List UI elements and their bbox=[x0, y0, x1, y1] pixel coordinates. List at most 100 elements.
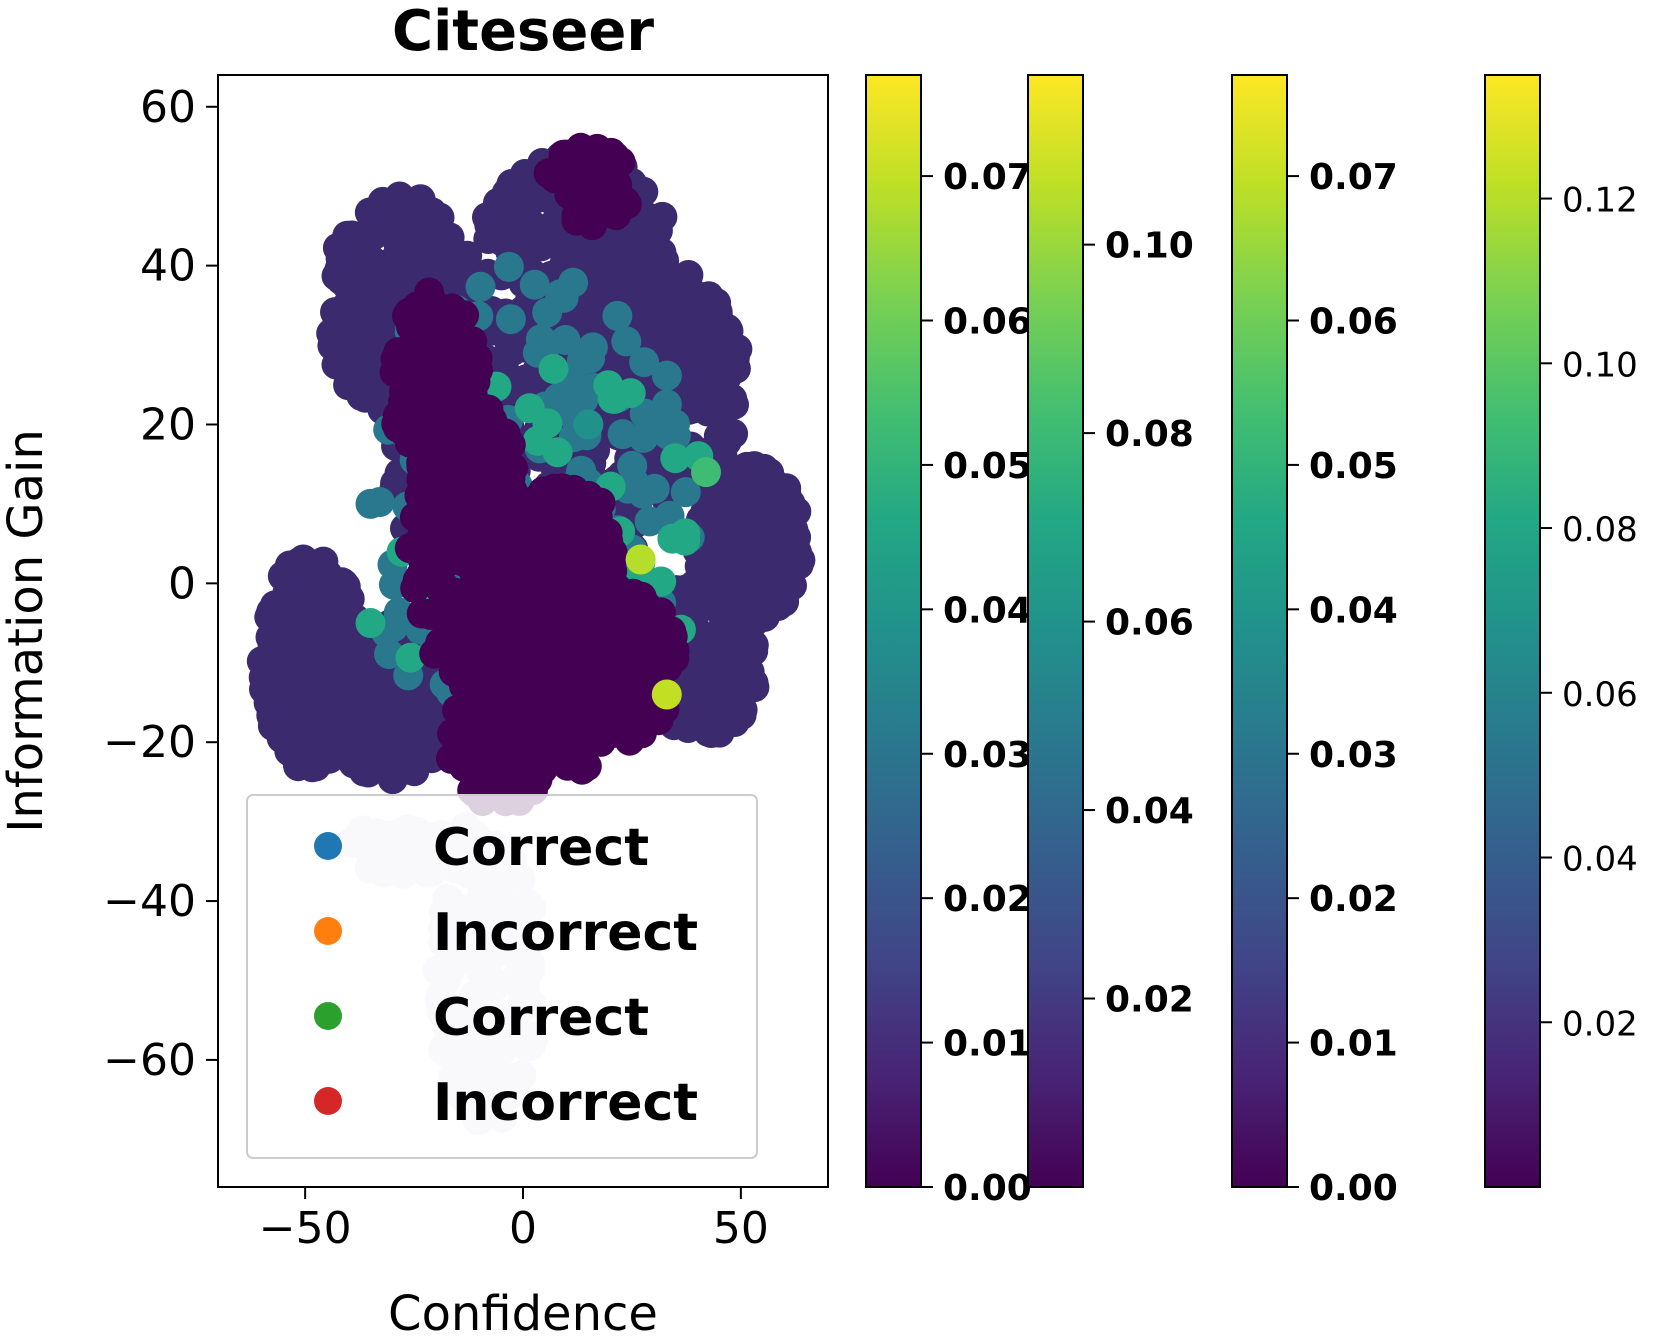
data-point bbox=[448, 391, 479, 422]
x-axis: −50 0 50 bbox=[259, 1187, 769, 1254]
data-point bbox=[261, 606, 292, 637]
data-point bbox=[488, 442, 518, 473]
colorbar-tick-label: 0.07 bbox=[1309, 157, 1398, 198]
data-point bbox=[377, 764, 408, 795]
data-point bbox=[251, 652, 281, 683]
data-point bbox=[530, 545, 561, 576]
data-point bbox=[573, 480, 604, 511]
y-axis: 60 40 20 0 −20 −40 −60 bbox=[103, 82, 218, 1086]
y-tick-label: 0 bbox=[168, 558, 196, 609]
colorbar-4: 0.02 0.04 0.06 0.08 0.10 0.12 bbox=[1484, 74, 1638, 1188]
data-point bbox=[528, 576, 559, 606]
legend-marker bbox=[314, 1002, 342, 1030]
data-point bbox=[351, 732, 382, 763]
data-point bbox=[563, 174, 594, 205]
data-point bbox=[472, 202, 502, 233]
legend-label: Incorrect bbox=[433, 1073, 698, 1133]
highlight-point bbox=[573, 409, 604, 440]
data-point bbox=[548, 282, 579, 313]
data-point bbox=[725, 492, 756, 523]
data-point bbox=[370, 712, 400, 743]
data-point bbox=[493, 251, 524, 282]
data-point bbox=[583, 516, 614, 547]
data-point bbox=[512, 218, 543, 249]
colorbar-tick-label: 0.01 bbox=[1309, 1024, 1398, 1065]
colorbar-tick-label: 0.06 bbox=[943, 302, 1032, 343]
data-point bbox=[284, 547, 315, 578]
data-point bbox=[625, 301, 656, 332]
x-tick-label: 50 bbox=[713, 1203, 769, 1254]
data-point bbox=[600, 581, 631, 612]
data-point bbox=[553, 576, 584, 607]
data-point bbox=[423, 435, 454, 466]
legend-label: Correct bbox=[433, 988, 649, 1048]
legend: Correct Incorrect Correct Incorrect bbox=[246, 794, 758, 1159]
legend-marker bbox=[314, 917, 342, 945]
data-point bbox=[287, 698, 318, 729]
colorbar-tick-label: 0.04 bbox=[1309, 590, 1398, 631]
data-point bbox=[615, 378, 646, 409]
colorbars: 0.00 0.01 0.02 0.03 0.04 0.05 0.06 0.07 0.02 0.04… bbox=[865, 74, 1638, 1209]
data-point bbox=[490, 497, 521, 528]
data-point bbox=[670, 477, 701, 508]
colorbar-tick-label: 0.02 bbox=[1562, 1004, 1638, 1044]
data-point bbox=[637, 203, 668, 234]
data-point bbox=[708, 527, 739, 558]
colorbar-tick-label: 0.08 bbox=[1105, 414, 1194, 455]
colorbar-tick-label: 0.03 bbox=[943, 735, 1032, 776]
y-tick-label: −40 bbox=[103, 876, 196, 927]
data-point bbox=[258, 686, 289, 717]
data-point bbox=[712, 361, 742, 392]
colorbar-tick-label: 0.10 bbox=[1105, 226, 1194, 267]
data-point bbox=[716, 386, 747, 417]
colorbar-gradient bbox=[1231, 74, 1288, 1188]
data-point bbox=[607, 419, 638, 450]
x-tick-label: 0 bbox=[509, 1203, 537, 1254]
data-point bbox=[755, 590, 786, 621]
data-point bbox=[362, 199, 392, 229]
data-point bbox=[693, 716, 724, 747]
data-point bbox=[660, 443, 691, 474]
chart-title: Citeseer bbox=[392, 0, 654, 64]
data-point bbox=[400, 573, 431, 604]
data-point bbox=[452, 240, 483, 271]
data-point bbox=[407, 225, 438, 256]
data-point bbox=[629, 347, 660, 378]
data-point bbox=[670, 518, 701, 549]
colorbar-tick-label: 0.02 bbox=[1105, 980, 1194, 1021]
data-point bbox=[468, 726, 499, 757]
x-tick-label: −50 bbox=[259, 1203, 352, 1254]
colorbar-tick-label: 0.04 bbox=[1105, 791, 1194, 832]
data-point bbox=[518, 688, 549, 718]
highlight-point bbox=[355, 488, 386, 519]
data-point bbox=[641, 404, 672, 434]
data-point bbox=[582, 627, 613, 658]
data-point bbox=[602, 300, 633, 331]
data-point bbox=[684, 369, 715, 400]
data-point bbox=[542, 437, 573, 468]
colorbar-tick-label: 0.05 bbox=[1309, 446, 1398, 487]
colorbar-tick-label: 0.08 bbox=[1562, 510, 1638, 550]
legend-label: Incorrect bbox=[433, 903, 698, 963]
y-tick-label: 20 bbox=[140, 399, 196, 450]
data-point bbox=[767, 498, 798, 528]
data-point bbox=[409, 301, 440, 332]
colorbar-3: 0.00 0.01 0.02 0.03 0.04 0.05 0.06 0.07 bbox=[1231, 74, 1398, 1209]
colorbar-tick-label: 0.00 bbox=[943, 1168, 1032, 1209]
colorbar-tick-label: 0.01 bbox=[943, 1024, 1032, 1065]
colorbar-tick-label: 0.07 bbox=[943, 157, 1032, 198]
data-point bbox=[346, 222, 377, 253]
colorbar-tick-label: 0.12 bbox=[1562, 181, 1638, 221]
highlight-point bbox=[691, 457, 721, 488]
colorbar-tick-label: 0.10 bbox=[1562, 345, 1638, 385]
data-point bbox=[699, 683, 730, 714]
data-point bbox=[779, 525, 810, 556]
y-tick-label: −20 bbox=[103, 717, 196, 768]
data-point bbox=[321, 662, 352, 693]
colorbar-gradient bbox=[1484, 74, 1541, 1188]
data-point bbox=[320, 589, 350, 620]
y-axis-label: Information Gain bbox=[0, 429, 54, 832]
data-point bbox=[570, 137, 601, 168]
colorbar-1: 0.00 0.01 0.02 0.03 0.04 0.05 0.06 0.07 bbox=[865, 74, 1032, 1209]
data-point bbox=[630, 589, 661, 620]
